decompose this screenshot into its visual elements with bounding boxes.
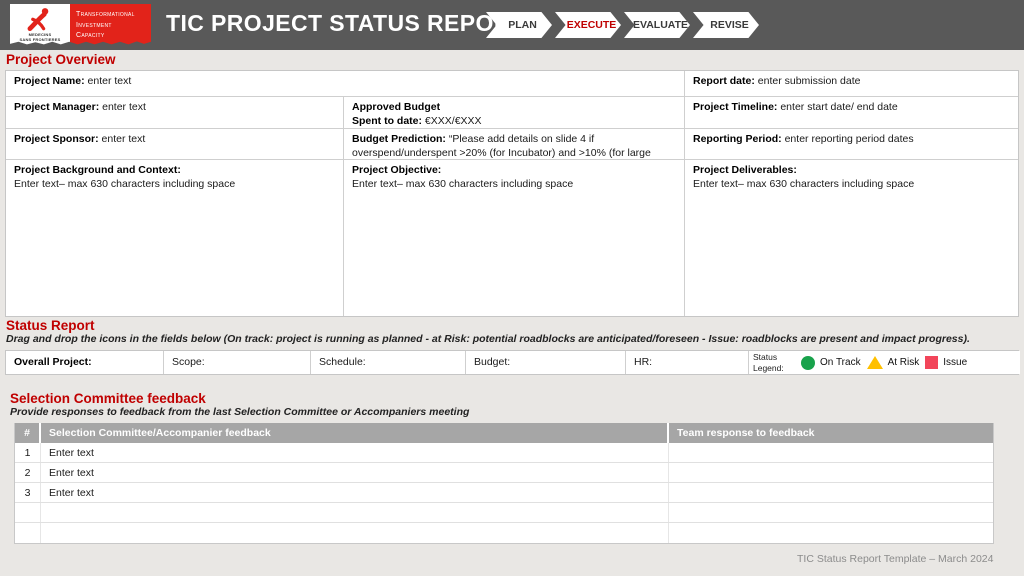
feedback-col-number: # [15,423,41,443]
project-name-value[interactable]: enter text [87,75,132,87]
feedback-row-response[interactable] [669,483,993,502]
chevron-revise[interactable]: REVISE [693,12,759,38]
spent-to-date-label: Spent to date: [352,114,422,127]
reporting-period-cell[interactable]: Reporting Period: enter reporting period… [685,129,1018,160]
approved-budget-label: Approved Budget [352,101,441,113]
feedback-row-number [15,523,41,543]
status-field-hr[interactable]: HR: [626,351,749,374]
feedback-row-5 [15,523,993,543]
project-manager-label: Project Manager: [14,101,100,113]
status-legend-label: Status Legend: [753,352,784,373]
feedback-table: # Selection Committee/Accompanier feedba… [14,423,994,544]
feedback-row-feedback[interactable] [41,503,669,522]
msf-wordmark: MEDECINS SANS FRONTIERES [19,32,61,42]
feedback-row-number [15,503,41,522]
feedback-row-1: 1 Enter text [15,443,993,463]
approved-budget-cell[interactable]: Approved Budget Spent to date: €XXX/€XXX [344,97,685,129]
legend-item-issue: Issue [925,356,967,369]
feedback-row-feedback[interactable] [41,523,669,543]
project-objective-value[interactable]: Enter text– max 630 characters including… [352,177,574,190]
header-bar: MEDECINS SANS FRONTIERES Transformationa… [0,0,1024,50]
feedback-row-feedback[interactable]: Enter text [41,463,669,482]
project-sponsor-cell[interactable]: Project Sponsor: enter text [6,129,344,160]
project-overview-table: Project Name: enter text Report date: en… [5,70,1019,317]
status-report-table: Overall Project: Scope: Schedule: Budget… [5,350,1020,375]
project-manager-cell[interactable]: Project Manager: enter text [6,97,344,129]
chevron-execute[interactable]: EXECUTE [555,12,621,38]
project-objective-label: Project Objective: [352,164,442,176]
report-date-cell[interactable]: Report date: enter submission date [685,71,1018,97]
feedback-table-header: # Selection Committee/Accompanier feedba… [15,423,993,443]
feedback-row-response[interactable] [669,503,993,522]
at-risk-triangle-icon[interactable] [866,356,883,369]
chevron-evaluate[interactable]: EVALUATE [624,12,690,38]
status-field-scope[interactable]: Scope: [164,351,311,374]
on-track-circle-icon[interactable] [801,355,815,370]
process-chevrons: PLAN EXECUTE EVALUATE REVISE [486,12,759,38]
project-name-label: Project Name: [14,75,85,87]
footer-template-label: TIC Status Report Template – March 2024 [797,553,994,565]
project-objective-cell[interactable]: Project Objective: Enter text– max 630 c… [344,160,685,316]
project-timeline-cell[interactable]: Project Timeline: enter start date/ end … [685,97,1018,129]
feedback-row-response[interactable] [669,463,993,482]
feedback-row-response[interactable] [669,443,993,462]
spent-to-date-value[interactable]: €XXX/€XXX [424,114,482,127]
feedback-row-number: 3 [15,483,41,502]
project-deliverables-value[interactable]: Enter text– max 630 characters including… [693,177,915,190]
feedback-row-number: 2 [15,463,41,482]
budget-prediction-label: Budget Prediction: [352,133,446,145]
feedback-row-feedback[interactable]: Enter text [41,483,669,502]
issue-label: Issue [943,357,968,368]
at-risk-label: At Risk [887,357,920,368]
feedback-row-3: 3 Enter text [15,483,993,503]
page-title: TIC PROJECT STATUS REPORT [166,10,526,36]
msf-tic-logo: MEDECINS SANS FRONTIERES Transformationa… [10,4,151,45]
project-timeline-value[interactable]: enter start date/ end date [780,101,898,113]
selection-committee-heading: Selection Committee feedback [10,391,206,406]
status-report-subtitle: Drag and drop the icons in the fields be… [6,333,970,345]
project-timeline-label: Project Timeline: [693,101,778,113]
feedback-col-response: Team response to feedback [677,427,815,439]
feedback-row-2: 2 Enter text [15,463,993,483]
report-date-value[interactable]: enter submission date [757,75,861,87]
project-sponsor-label: Project Sponsor: [14,133,99,145]
project-deliverables-cell[interactable]: Project Deliverables: Enter text– max 63… [685,160,1018,316]
project-background-cell[interactable]: Project Background and Context: Enter te… [6,160,344,316]
feedback-row-4 [15,503,993,523]
tic-logo-line: Investment [76,21,112,29]
issue-square-icon[interactable] [925,356,939,369]
project-overview-heading: Project Overview [6,52,116,67]
project-deliverables-label: Project Deliverables: [693,164,797,176]
reporting-period-label: Reporting Period: [693,133,782,145]
legend-item-at-risk: At Risk [866,356,920,369]
project-background-label: Project Background and Context: [14,164,181,176]
status-field-overall-project[interactable]: Overall Project: [6,351,164,374]
feedback-row-feedback[interactable]: Enter text [41,443,669,462]
status-field-schedule[interactable]: Schedule: [311,351,466,374]
on-track-label: On Track [820,357,861,368]
tic-logo-box: Transformational Investment Capacity [70,4,151,45]
project-background-value[interactable]: Enter text– max 630 characters including… [14,177,236,190]
project-name-cell[interactable]: Project Name: enter text [6,71,685,97]
feedback-row-response[interactable] [669,523,993,543]
status-field-budget[interactable]: Budget: [466,351,626,374]
report-date-label: Report date: [693,75,755,87]
msf-logo-box: MEDECINS SANS FRONTIERES [10,4,70,45]
msf-running-figure-icon [27,8,49,32]
project-manager-value[interactable]: enter text [102,101,146,113]
budget-prediction-cell[interactable]: Budget Prediction: “Please add details o… [344,129,685,172]
tic-logo-line: Transformational [76,11,135,18]
status-report-heading: Status Report [6,318,95,333]
legend-item-on-track: On Track [801,355,861,370]
project-sponsor-value[interactable]: enter text [101,133,146,145]
feedback-col-feedback: Selection Committee/Accompanier feedback [41,423,669,443]
reporting-period-value[interactable]: enter reporting period dates [784,133,914,145]
feedback-row-number: 1 [15,443,41,462]
tic-logo-line: Capacity [76,32,105,39]
chevron-plan[interactable]: PLAN [486,12,552,38]
status-legend: Status Legend: On Track At Risk Issue [749,351,1020,374]
selection-committee-subtitle: Provide responses to feedback from the l… [10,406,470,418]
